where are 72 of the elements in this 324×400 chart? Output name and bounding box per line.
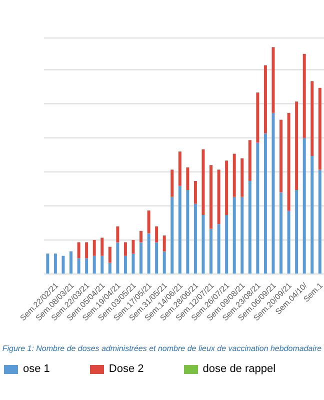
bar bbox=[46, 254, 50, 274]
bar bbox=[186, 167, 190, 190]
bar bbox=[295, 190, 298, 274]
bar bbox=[225, 215, 228, 274]
bar bbox=[248, 180, 252, 274]
bar bbox=[232, 196, 236, 274]
bar bbox=[162, 251, 166, 274]
bar bbox=[256, 92, 260, 142]
legend-label: dose de rappel bbox=[202, 363, 276, 375]
bar bbox=[202, 215, 205, 274]
legend-label: ose 1 bbox=[22, 363, 50, 375]
bar bbox=[186, 190, 190, 274]
bar bbox=[202, 149, 205, 215]
bar bbox=[108, 246, 112, 263]
bar bbox=[256, 142, 260, 274]
bar bbox=[194, 204, 197, 274]
bar bbox=[232, 154, 236, 197]
bar bbox=[210, 228, 213, 274]
bar bbox=[178, 186, 182, 274]
bar bbox=[280, 192, 283, 274]
bar bbox=[295, 102, 298, 190]
bar bbox=[124, 242, 127, 256]
bar bbox=[147, 233, 150, 274]
bar bbox=[287, 112, 290, 210]
bar bbox=[280, 120, 283, 192]
bar bbox=[77, 258, 80, 274]
bar bbox=[310, 156, 314, 274]
bar bbox=[318, 170, 322, 274]
bar bbox=[100, 256, 104, 274]
bar bbox=[85, 258, 88, 274]
bar bbox=[116, 226, 120, 242]
bar bbox=[210, 165, 213, 229]
bar bbox=[225, 160, 228, 215]
bar bbox=[318, 88, 322, 170]
bar bbox=[92, 240, 96, 256]
bar bbox=[162, 235, 166, 252]
bar bbox=[217, 224, 220, 274]
bar bbox=[272, 112, 275, 274]
bar bbox=[194, 180, 197, 204]
bar bbox=[302, 54, 306, 138]
bar bbox=[272, 47, 275, 113]
bar bbox=[240, 158, 244, 197]
bar bbox=[85, 242, 88, 258]
bar bbox=[155, 226, 158, 242]
bar bbox=[116, 242, 120, 274]
bar bbox=[140, 230, 143, 242]
bar bbox=[287, 210, 290, 274]
bar bbox=[70, 251, 73, 274]
bar bbox=[248, 140, 252, 181]
bar bbox=[264, 65, 267, 134]
bar bbox=[132, 240, 135, 254]
bar bbox=[77, 242, 80, 258]
bar bbox=[100, 238, 104, 256]
bar bbox=[240, 196, 244, 274]
bar bbox=[264, 133, 267, 274]
bar bbox=[62, 256, 65, 274]
bar bbox=[217, 170, 220, 224]
bar bbox=[310, 81, 314, 156]
bar bbox=[108, 262, 112, 274]
bar bbox=[178, 151, 182, 186]
bar bbox=[155, 242, 158, 274]
legend-label: Dose 2 bbox=[108, 363, 144, 375]
caption: Figure 1: Nombre de doses administrées et nombre de lieux de vaccination hebdomadaire bbox=[1, 344, 323, 353]
bar bbox=[170, 196, 174, 274]
bar bbox=[147, 210, 150, 234]
bar bbox=[124, 256, 127, 274]
bar bbox=[54, 254, 57, 274]
bar bbox=[132, 254, 135, 274]
bar bbox=[170, 170, 174, 197]
bar bbox=[92, 256, 96, 274]
bar bbox=[302, 138, 306, 274]
bar bbox=[140, 242, 143, 274]
